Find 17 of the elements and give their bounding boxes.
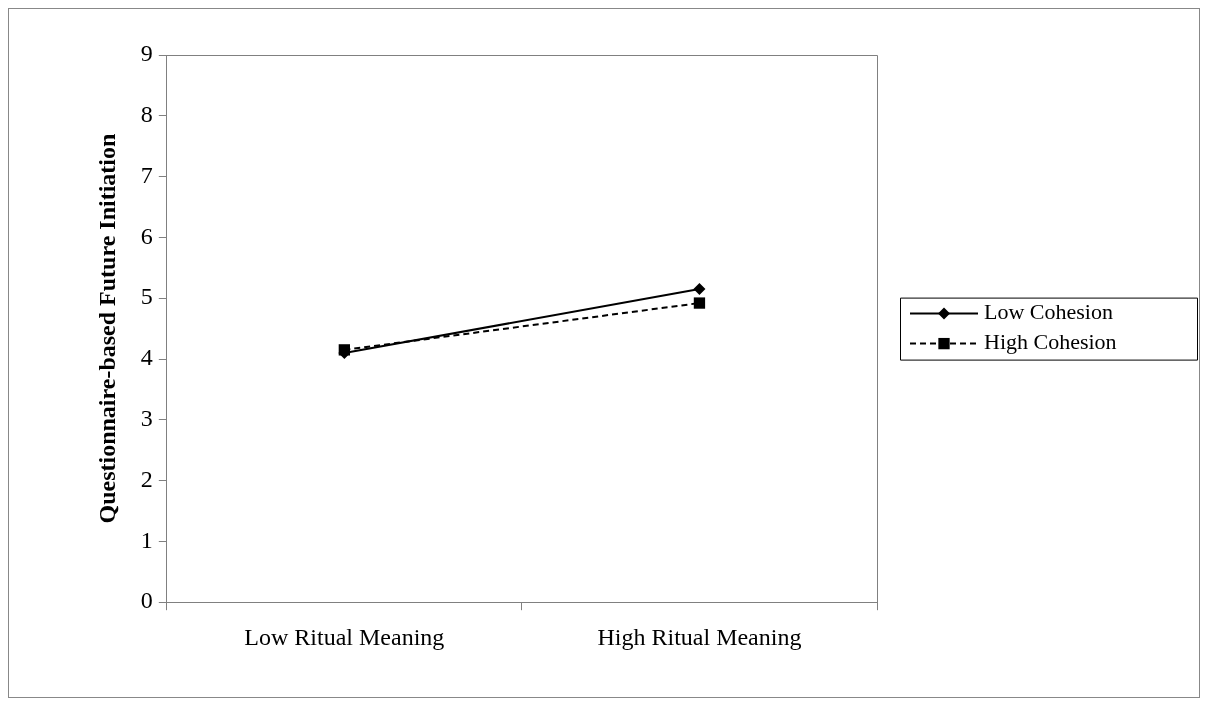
y-tick-label: 3: [140, 405, 153, 432]
y-tick-label: 6: [140, 222, 153, 249]
y-tick-label: 9: [140, 40, 153, 67]
point: [693, 283, 706, 296]
x-tick-label: High Ritual Meaning: [597, 623, 802, 650]
y-axis-title: Questionnaire-based Future Initiation: [93, 133, 120, 524]
point: [693, 297, 706, 309]
y-tick-label: 0: [140, 587, 153, 614]
y-tick-label: 5: [140, 283, 153, 310]
legend-label: Low Cohesion: [984, 299, 1113, 325]
y-tick-label: 2: [140, 465, 153, 492]
y-tick-label: 4: [140, 344, 153, 371]
y-tick-label: 1: [140, 526, 153, 553]
x-tick-label: Low Ritual Meaning: [244, 623, 445, 650]
y-tick-label: 8: [140, 101, 153, 128]
legend-label: High Cohesion: [984, 329, 1117, 355]
y-tick-label: 7: [140, 161, 153, 188]
